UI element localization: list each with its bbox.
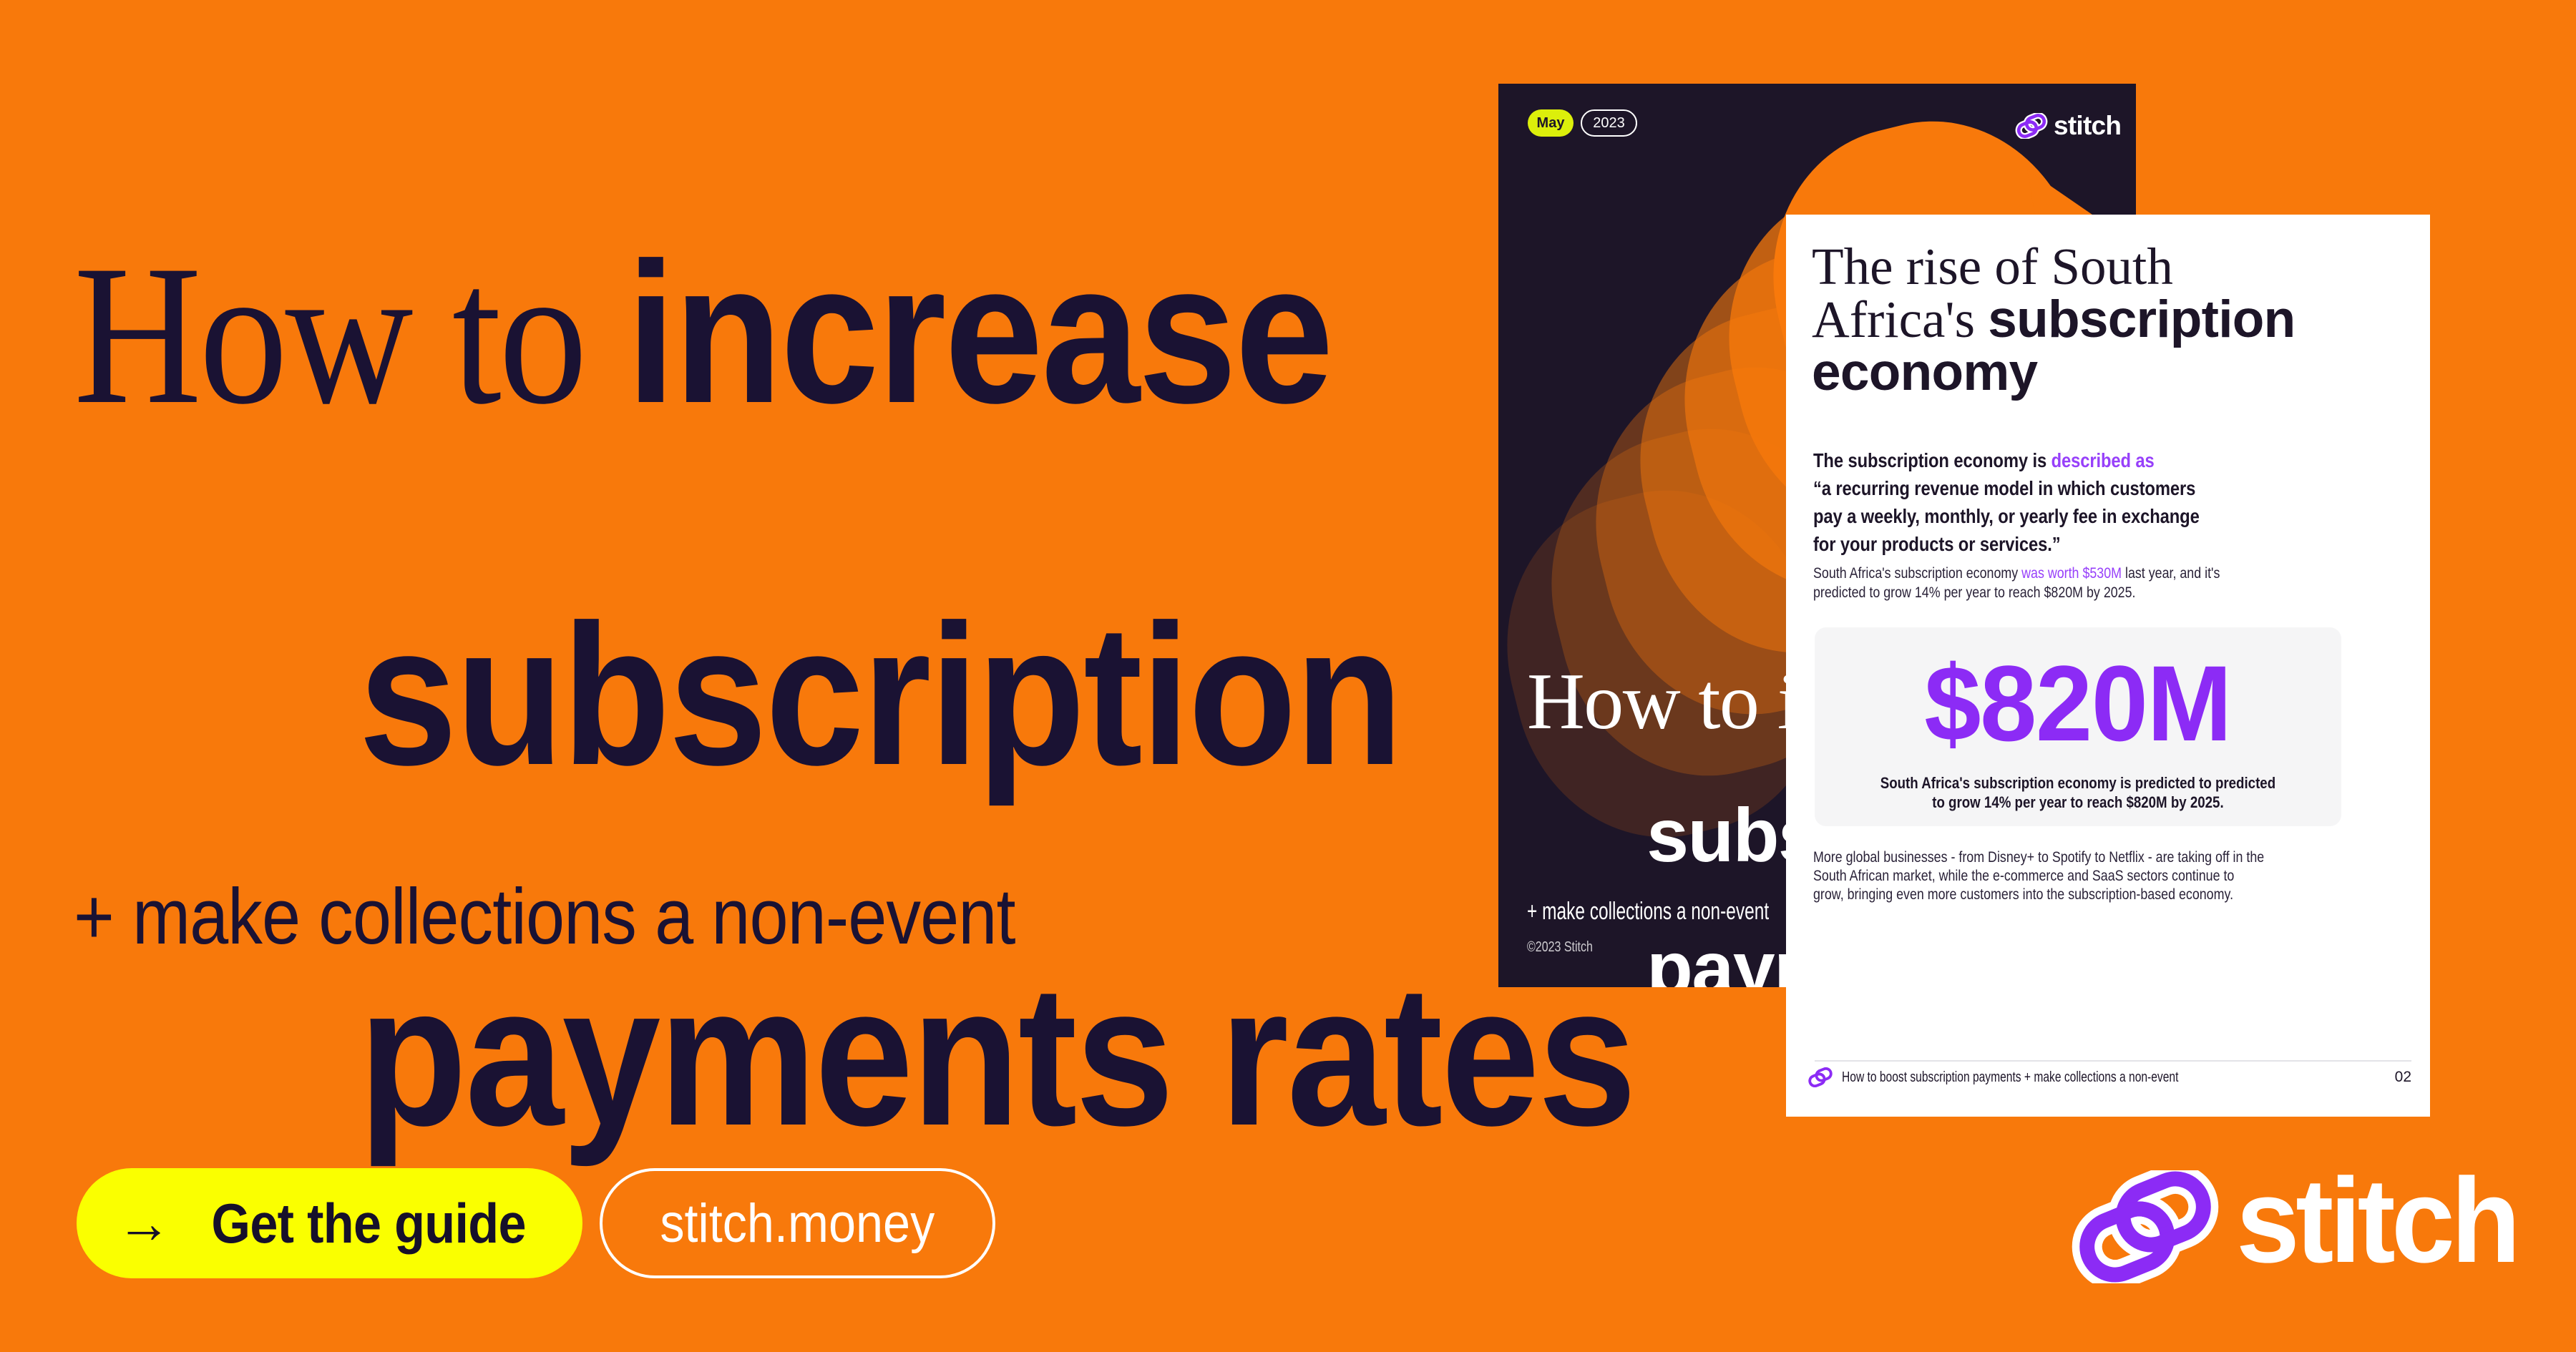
intro-paragraph: The subscription economy is described as… [1813,446,2200,558]
page-footer: How to boost subscription payments + mak… [1806,1067,2411,1087]
intro-purple-link[interactable]: described as [2051,449,2155,471]
cover-copyright: ©2023 Stitch [1527,939,1593,955]
stat-purple-link[interactable]: was worth $530M [2021,565,2122,582]
cover-subtitle: + make collections a non-event [1527,898,1770,925]
guide-inner-page: The rise of South Africa's subscription ec… [1786,215,2430,1117]
page-heading-serif-line2: Africa's [1812,290,1989,348]
month-badge: May [1528,109,1574,137]
get-the-guide-label: Get the guide [211,1191,527,1255]
stat-box: $820M South Africa's subscription econom… [1815,627,2341,826]
cover-badges: May 2023 [1528,109,1637,137]
page-heading: The rise of South Africa's subscription ec… [1812,240,2296,399]
footer-title: How to boost subscription payments + mak… [1842,1069,2179,1085]
stitch-logo-icon [1806,1067,1835,1087]
intro-plain-text: The subscription economy is [1813,449,2051,471]
get-the-guide-button[interactable]: → Get the guide [77,1168,582,1278]
stitch-money-link[interactable]: stitch.money [600,1168,995,1278]
stat-line2-text: predicted to grow 14% per year to reach … [1813,584,2136,601]
hero-title-bold: increase [626,222,1333,445]
brand-wordmark: stitch [2236,1153,2521,1288]
arrow-right-icon: → [117,1191,172,1255]
stitch-money-label: stitch.money [660,1192,935,1254]
cover-logo-wordmark: stitch [2054,111,2122,140]
brand-lockup[interactable]: stitch [2070,1160,2532,1293]
page-number: 02 [2394,1069,2411,1085]
stat-caption: South Africa's subscription economy is p… [1880,774,2276,811]
hero-title-line2: subscription [358,584,1403,807]
hero-subtitle: + make collections a non-event [74,873,1016,961]
hero-title: How to increase subscription payments ra… [74,233,1636,1326]
stitch-logo-icon [2015,113,2048,139]
stitch-logo-icon [2070,1170,2220,1283]
page-heading-bold-line3: economy [1812,343,2038,401]
cover-stitch-logo: stitch [2015,111,2122,141]
footer-divider [1815,1060,2411,1062]
stat-value: $820M [1924,643,2233,763]
page-heading-serif-line1: The rise of South [1812,237,2173,295]
year-badge: 2023 [1581,109,1637,137]
page-heading-bold-line2: subscription [1988,290,2296,348]
stat-pre-text: South Africa's subscription economy [1813,565,2022,582]
hero-title-serif: How to [74,223,627,446]
hero-title-line3: payments rates [358,944,1636,1167]
body-paragraph: More global businesses - from Disney+ to… [1813,849,2265,903]
cta-row: → Get the guide stitch.money [77,1168,995,1278]
stat-paragraph: South Africa's subscription economy was … [1813,564,2220,602]
intro-quote: “a recurring revenue model in which cust… [1813,477,2200,555]
stat-post-text: last year, and it's [2122,565,2220,582]
